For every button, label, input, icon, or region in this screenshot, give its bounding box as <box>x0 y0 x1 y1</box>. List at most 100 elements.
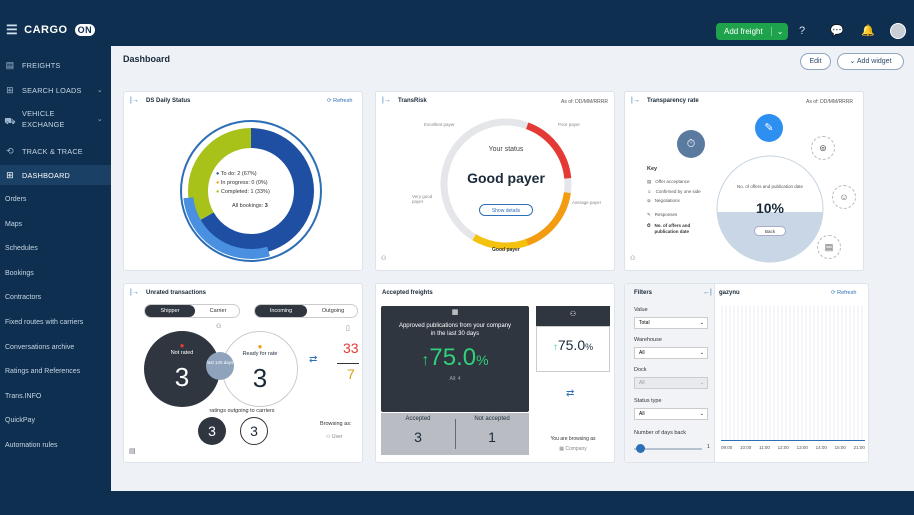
sidebar-subitem-fixed-routes[interactable]: Fixed routes with carriers <box>5 319 84 326</box>
sidebar-item-dashboard[interactable]: ⊞ DASHBOARD <box>0 165 111 185</box>
chevron-down-icon[interactable]: ⌄ <box>770 27 789 36</box>
ratio-bottom: 7 <box>347 366 355 382</box>
sidebar-subitem-orders[interactable]: Orders <box>5 196 27 203</box>
all-label: All: 4 <box>449 376 461 382</box>
sidebar-item-label: DASHBOARD <box>22 170 71 180</box>
sidebar-subitem-transinfo[interactable]: Trans.INFO <box>5 393 42 400</box>
swap-icon[interactable]: ⇄ <box>309 354 318 365</box>
chat-icon[interactable]: 💬 <box>830 25 844 37</box>
approved-value: ↑75.0% <box>381 344 529 372</box>
edit-button[interactable]: Edit <box>800 53 831 70</box>
tab-incoming[interactable]: Incoming <box>255 305 307 317</box>
legend-label: Completed: 1 (33%) <box>220 189 270 195</box>
refresh-label: Refresh <box>333 98 353 104</box>
ready-for-rate-circle[interactable]: ● Ready for rate 3 <box>222 331 298 407</box>
value-select[interactable]: Total ⌄ <box>634 317 708 329</box>
brand-logo[interactable]: ☰ CARGO ON <box>6 22 96 38</box>
chat-icon[interactable]: ⊚ <box>811 136 835 160</box>
add-widget-label: Add widget <box>856 58 892 65</box>
refresh-button[interactable]: ⟳ Refresh <box>831 290 856 296</box>
all-bookings-value: 3 <box>264 203 268 209</box>
transparency-circle <box>716 155 824 263</box>
days-slider-track <box>634 448 702 450</box>
average-segment <box>440 118 572 250</box>
document-icon[interactable]: ▤ <box>817 235 841 259</box>
legend-dot: ● <box>216 180 220 186</box>
transrisk-card: |→ TransRisk As of: DD/MM/RRRR Excellent… <box>375 91 615 271</box>
brand-text: CARGO <box>24 24 68 36</box>
user-icon: ☺ <box>647 188 652 194</box>
collapse-icon[interactable]: |→ <box>631 97 640 104</box>
chevron-down-icon: ⌄ <box>699 350 704 356</box>
tab-carrier[interactable]: Carrier <box>209 308 227 314</box>
days-slider-handle[interactable] <box>636 444 645 453</box>
add-widget-button[interactable]: ⌄ Add widget <box>837 53 904 70</box>
chart-area <box>721 306 865 440</box>
chevron-down-icon: ⌄ <box>699 380 704 386</box>
collapse-icon[interactable]: |→ <box>130 97 139 104</box>
sidebar-subitem-automation[interactable]: Automation rules <box>5 442 58 449</box>
sidebar-subitem-quickpay[interactable]: QuickPay <box>5 417 35 424</box>
sidebar-subitem-maps[interactable]: Maps <box>5 221 23 228</box>
warehouse-select[interactable]: All ⌄ <box>634 347 708 359</box>
add-freight-label: Add freight <box>724 27 763 36</box>
building-icon: ▦ <box>451 309 459 316</box>
swap-icon[interactable]: ⇄ <box>566 388 575 399</box>
document-icon: ▤ <box>129 448 136 455</box>
document-icon: ▯ <box>346 325 350 332</box>
outgoing-ready[interactable]: 3 <box>240 417 268 445</box>
sidebar-subitem-schedules[interactable]: Schedules <box>5 245 38 252</box>
menu-icon[interactable]: ☰ <box>6 22 19 37</box>
divider <box>455 419 456 449</box>
ds-legend: ● To do: 2 (67%) ● In progress: 0 (0%) ●… <box>216 170 270 211</box>
days-value: 1 <box>707 444 710 450</box>
building-icon: ▦ <box>559 446 566 452</box>
all-bookings: All bookings: 3 <box>232 202 270 211</box>
help-icon[interactable]: ? <box>798 25 806 37</box>
outgoing-not-rated[interactable]: 3 <box>198 417 226 445</box>
outer-ring <box>180 120 322 262</box>
collapse-icon[interactable]: ←| <box>703 289 712 296</box>
orange-dot-icon: ● <box>257 342 263 351</box>
sidebar-subitem-bookings[interactable]: Bookings <box>5 270 34 277</box>
sidebar-subitem-conversations[interactable]: Conversations archive <box>5 344 75 351</box>
donut-hole <box>209 149 293 233</box>
sidebar-item-vehicle-exchange[interactable]: ⛟ VEHICLE EXCHANGE ⌄ <box>0 108 111 134</box>
route-icon: ⟲ <box>6 145 14 156</box>
ratio-divider <box>337 363 359 364</box>
card-title: TransRisk <box>398 98 427 104</box>
show-details-button[interactable]: Show details <box>479 204 533 216</box>
refresh-button[interactable]: ⟳ Refresh <box>327 98 352 104</box>
back-button[interactable]: Back <box>754 226 786 236</box>
card-title: Transparency rate <box>647 98 699 104</box>
ready-label: Ready for rate <box>242 351 278 357</box>
add-freight-button[interactable]: Add freight ⌄ <box>716 23 789 40</box>
key-label: Confirmed by one side <box>655 188 701 194</box>
tab-outgoing[interactable]: Outgoing <box>321 308 345 314</box>
risk-gauge <box>440 118 572 250</box>
clock-icon[interactable]: ⏱ <box>677 130 705 158</box>
poor-segment <box>440 118 572 250</box>
user-icon[interactable]: ☺ <box>832 185 856 209</box>
refresh-icon: ⟳ <box>327 98 334 104</box>
sidebar-subitem-contractors[interactable]: Contractors <box>5 294 42 301</box>
sidebar-item-search-loads[interactable]: ⊞ SEARCH LOADS ⌄ <box>0 83 111 97</box>
transparency-value: 10% <box>755 200 785 216</box>
browsing-as-label: Browsing as: <box>320 421 352 427</box>
circle-label: No. of offers and publication date <box>737 184 803 189</box>
tab-shipper[interactable]: Shipper <box>145 305 195 317</box>
status-select[interactable]: All ⌄ <box>634 408 708 420</box>
as-of-date: As of: DD/MM/RRRR <box>561 99 608 105</box>
avatar[interactable] <box>890 23 906 39</box>
collapse-icon[interactable]: |→ <box>130 289 139 296</box>
sidebar-item-freights[interactable]: ▤ FREIGHTS <box>0 58 111 72</box>
users-icon: ⚇ <box>326 434 332 440</box>
bell-icon[interactable]: 🔔 <box>861 25 875 37</box>
edit-icon[interactable]: ✎ <box>755 114 783 142</box>
chat-icon: ⊚ <box>647 198 651 203</box>
collapse-icon[interactable]: |→ <box>382 97 391 104</box>
sidebar-item-track-trace[interactable]: ⟲ TRACK & TRACE <box>0 144 111 158</box>
circle-fill <box>717 212 823 262</box>
sidebar-subitem-ratings[interactable]: Ratings and References <box>5 368 81 375</box>
dock-select[interactable]: All ⌄ <box>634 377 708 389</box>
